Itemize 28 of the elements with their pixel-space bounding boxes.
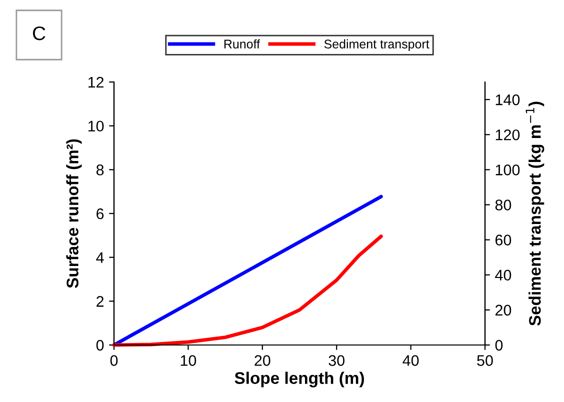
x-tick-label: 30 (328, 355, 344, 366)
x-tick-label: 50 (477, 355, 493, 366)
y-tick-label: 10 (88, 120, 104, 132)
legend-label: Runoff (224, 39, 260, 48)
y2-tick-label: 60 (496, 234, 512, 246)
y2-tick-label: 120 (496, 129, 520, 140)
y-axis-title: Surface runoff (m²) (66, 139, 82, 288)
y2-tick-label: 140 (496, 94, 520, 106)
y-tick-label: 6 (96, 208, 104, 220)
y2-tick-label: 40 (495, 270, 512, 281)
y-tick-label: 4 (96, 252, 104, 263)
x-axis-title: Slope length (m) (234, 372, 364, 388)
legend-label: Sediment transport (324, 39, 430, 51)
line-series (112, 234, 383, 347)
y2-axis-title: Sediment transport (kg m$^{−1}$) (526, 102, 544, 326)
x-tick-label: 0 (110, 355, 118, 366)
text: C (32, 26, 46, 40)
y-tick-label: 0 (96, 340, 104, 351)
y2-tick-label: 80 (495, 200, 512, 210)
x-tick-label: 40 (402, 355, 419, 366)
x-tick-label: 20 (254, 355, 270, 366)
y-tick-label: 2 (96, 296, 104, 307)
x-tick-label: 10 (180, 355, 196, 366)
y2-tick-label: 100 (496, 164, 520, 176)
y2-tick-label: 20 (495, 304, 512, 316)
y2-tick-label: 0 (495, 340, 503, 351)
y-tick-label: 12 (88, 76, 104, 88)
y-tick-label: 8 (96, 164, 104, 176)
